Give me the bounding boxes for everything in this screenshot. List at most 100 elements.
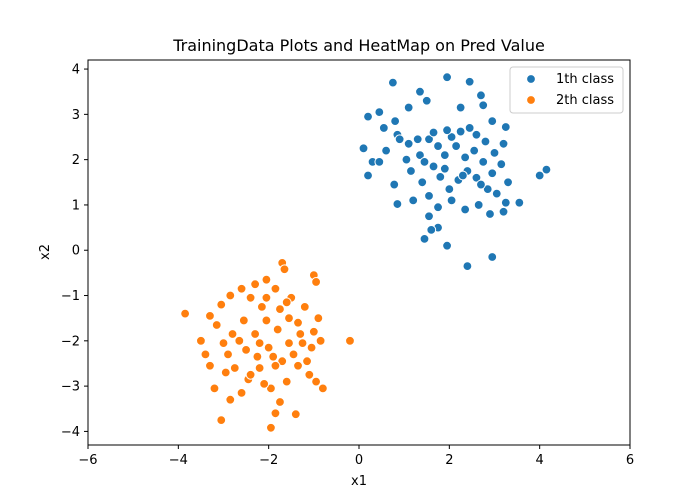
data-point-class-1	[381, 145, 392, 156]
x-tick-label: 0	[355, 453, 363, 468]
data-point-class-1	[446, 195, 457, 206]
legend-label-class-1: 1th class	[556, 72, 614, 87]
data-point-class-1	[444, 184, 455, 194]
data-point-class-2	[297, 338, 308, 348]
data-point-class-1	[426, 224, 437, 235]
legend: 1th class 2th class	[509, 66, 624, 114]
data-point-class-2	[317, 383, 328, 394]
x-tick-label: 4	[536, 453, 544, 468]
data-point-class-2	[308, 326, 319, 337]
data-point-class-2	[315, 335, 326, 346]
data-point-class-1	[478, 100, 489, 111]
data-point-class-2	[209, 383, 220, 394]
data-point-class-2	[227, 329, 238, 339]
data-point-class-1	[491, 188, 502, 199]
data-point-class-1	[541, 164, 552, 175]
data-point-class-2	[234, 335, 245, 346]
data-point-class-1	[374, 157, 385, 167]
y-tick-label: 4	[72, 63, 80, 78]
data-point-class-1	[496, 159, 507, 170]
data-point-class-2	[254, 338, 265, 348]
data-point-class-2	[270, 408, 281, 419]
data-point-class-2	[311, 277, 321, 287]
data-point-class-2	[205, 360, 215, 371]
data-point-class-1	[442, 125, 452, 136]
data-point-class-1	[435, 171, 446, 182]
plot-area	[87, 59, 631, 446]
data-point-class-1	[487, 116, 498, 127]
data-point-class-1	[394, 134, 405, 145]
legend-label-class-2: 2th class	[556, 93, 614, 108]
y-tick-label: −4	[61, 425, 80, 440]
x-tick-label: 2	[445, 453, 453, 468]
data-point-class-2	[313, 313, 324, 324]
data-point-class-1	[487, 252, 498, 262]
data-point-class-2	[295, 329, 306, 339]
data-point-class-1	[424, 211, 434, 222]
data-point-class-1	[498, 138, 509, 149]
data-point-class-1	[457, 170, 468, 181]
data-point-class-1	[446, 132, 457, 142]
data-point-class-1	[442, 72, 452, 83]
data-point-class-2	[345, 335, 355, 346]
data-point-class-2	[275, 304, 285, 315]
data-point-class-1	[534, 170, 545, 181]
data-point-class-1	[374, 107, 385, 117]
data-point-class-2	[261, 292, 272, 303]
data-point-class-1	[433, 141, 443, 151]
data-point-class-2	[270, 360, 281, 371]
data-point-class-1	[392, 199, 403, 209]
data-point-class-1	[390, 116, 401, 127]
data-point-class-1	[408, 195, 419, 206]
x-axis-label: x1	[351, 474, 367, 489]
data-point-class-2	[216, 415, 227, 425]
data-point-class-1	[389, 179, 400, 190]
data-point-class-2	[256, 301, 267, 312]
data-point-class-1	[469, 145, 480, 156]
data-point-class-1	[464, 76, 475, 87]
y-tick-label: 1	[72, 198, 80, 213]
points-layer	[180, 72, 552, 433]
data-point-class-2	[304, 369, 315, 380]
y-tick-label: 2	[72, 153, 80, 168]
x-tick-label: −4	[169, 453, 188, 468]
data-point-class-2	[200, 349, 211, 360]
chart-title: TrainingData Plots and HeatMap on Pred V…	[172, 36, 545, 55]
data-point-class-1	[439, 150, 450, 161]
data-point-class-1	[487, 168, 498, 179]
x-axis: −6 −4 −2 0 2 4 6	[78, 445, 634, 468]
data-point-class-1	[464, 123, 475, 133]
data-point-class-1	[476, 90, 486, 101]
data-point-class-2	[223, 349, 233, 360]
data-point-class-2	[284, 338, 294, 348]
data-point-class-2	[238, 315, 249, 326]
data-point-class-1	[417, 177, 428, 188]
data-point-class-1	[442, 240, 452, 251]
data-point-class-2	[288, 349, 299, 360]
data-point-class-1	[451, 141, 462, 151]
data-point-class-2	[245, 292, 256, 303]
data-point-class-1	[363, 111, 373, 122]
data-point-class-2	[270, 283, 281, 294]
x-tick-label: −6	[78, 453, 97, 468]
legend-marker-class-1	[526, 74, 536, 84]
data-point-class-1	[460, 204, 471, 215]
data-point-class-1	[358, 143, 369, 154]
data-point-class-2	[266, 422, 276, 433]
data-point-class-2	[250, 329, 261, 339]
data-point-class-1	[485, 209, 495, 219]
data-point-class-1	[403, 138, 414, 149]
data-point-class-1	[415, 150, 425, 161]
data-point-class-1	[480, 136, 491, 147]
data-point-class-1	[500, 197, 511, 208]
data-point-class-1	[455, 102, 466, 113]
data-point-class-2	[205, 311, 215, 321]
data-point-class-1	[500, 122, 511, 132]
data-point-class-1	[428, 161, 439, 172]
y-tick-label: −1	[61, 289, 80, 304]
data-point-class-2	[281, 297, 292, 308]
data-point-class-2	[293, 317, 303, 328]
data-point-class-1	[482, 184, 493, 194]
data-point-class-2	[268, 351, 279, 362]
data-point-class-1	[478, 157, 489, 167]
